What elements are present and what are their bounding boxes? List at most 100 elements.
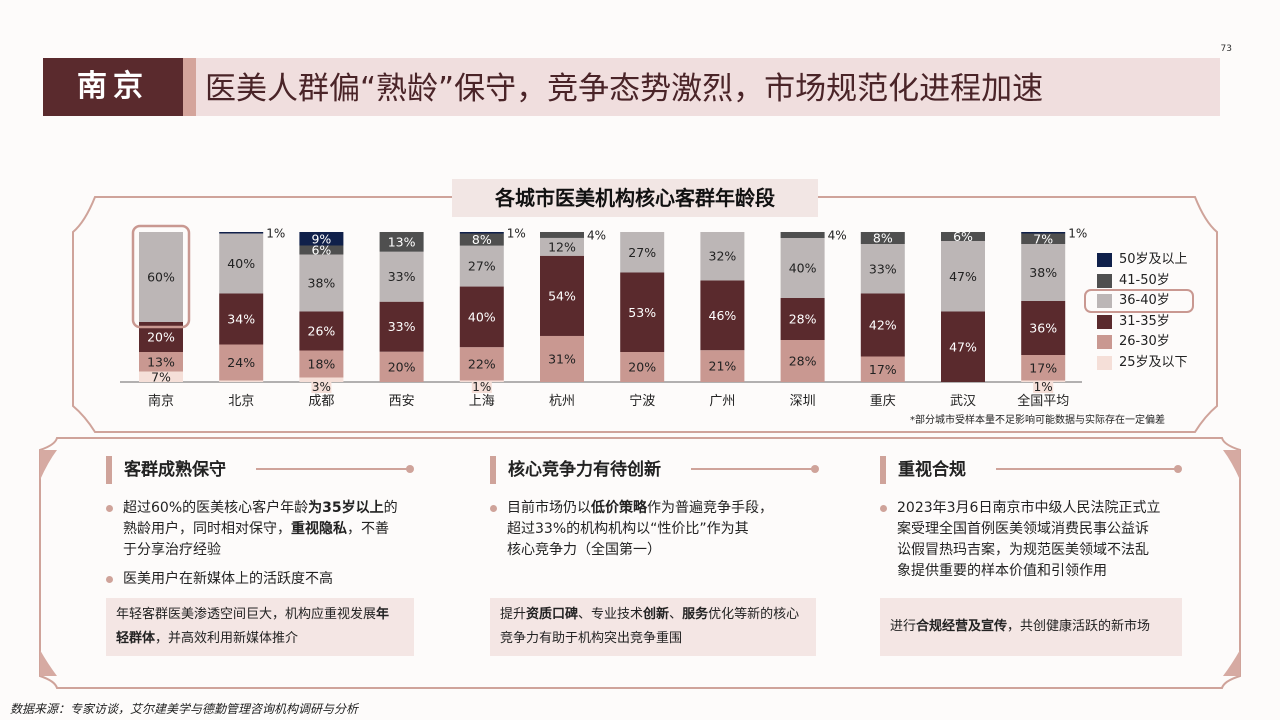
bar-segment <box>299 311 344 351</box>
bar-segment <box>941 311 985 382</box>
data-label: 17% <box>1029 360 1057 375</box>
legend-label: 36-40岁 <box>1119 293 1170 309</box>
bar-segment <box>620 352 665 382</box>
bar-segment <box>379 301 424 352</box>
data-label: 8% <box>472 232 492 247</box>
data-label: 36% <box>1029 321 1057 336</box>
section-divider-dot <box>811 465 819 473</box>
data-label: 27% <box>628 245 656 260</box>
title-separator <box>183 58 196 116</box>
section-divider-line <box>996 468 1176 470</box>
section-title: 核心竞争力有待创新 <box>508 460 661 480</box>
category-label: 西安 <box>389 394 415 409</box>
data-label: 1% <box>1068 226 1087 240</box>
bullet-dot <box>106 505 113 512</box>
category-label: 全国平均 <box>1017 393 1069 409</box>
legend-label: 25岁及以下 <box>1119 355 1188 370</box>
data-label: 33% <box>869 261 897 276</box>
bar-segment <box>139 371 183 382</box>
bar-segment <box>139 352 183 372</box>
page-title: 医美人群偏“熟龄”保守，竞争态势激烈，市场规范化进程加速 <box>205 71 1044 107</box>
legend-label: 41-50岁 <box>1119 272 1170 288</box>
data-label: 60% <box>147 270 175 285</box>
data-label: 1% <box>507 226 526 240</box>
data-label: 6% <box>311 243 331 258</box>
data-label: 53% <box>628 305 656 320</box>
bullet-dot <box>880 505 887 512</box>
bullet-text: 超过60%的医美核心客户年龄为35岁以上的 熟龄用户，同时相对保守，重视隐私，不善… <box>123 500 398 558</box>
data-label: 54% <box>548 288 576 303</box>
data-label: 33% <box>388 319 416 334</box>
highlight-box <box>131 224 191 329</box>
legend-swatch <box>1097 273 1112 288</box>
category-label: 北京 <box>228 394 254 409</box>
bar-segment <box>540 232 584 238</box>
chart-frame <box>72 196 1218 433</box>
section-callout: 年轻客群医美渗透空间巨大，机构应重视发展年 轻群体，并高效利用新媒体推介 <box>106 598 414 656</box>
data-label: 6% <box>953 229 973 244</box>
data-label: 20% <box>628 360 656 375</box>
section-divider-dot <box>1174 465 1182 473</box>
bar-segment <box>540 255 584 336</box>
bar-segment <box>540 335 584 382</box>
bar-segment <box>219 293 264 345</box>
legend-label: 31-35岁 <box>1119 313 1170 329</box>
section-accent-bar <box>106 456 112 484</box>
data-label: 4% <box>587 228 606 242</box>
section-accent-bar <box>880 456 886 484</box>
page-number: 73 <box>1220 44 1232 54</box>
legend-swatch <box>1097 253 1112 267</box>
data-label-bg <box>1033 381 1054 393</box>
bar-segment <box>299 232 344 246</box>
bottom-frame <box>39 437 1241 689</box>
data-label: 18% <box>308 357 336 372</box>
callout-text: 提升资质口碑、专业技术创新、服务优化等新的核心 竞争力有助于机构突出竞争重围 <box>500 607 800 646</box>
bar-segment <box>780 232 825 238</box>
category-label: 深圳 <box>790 394 816 409</box>
bar-segment <box>941 241 985 312</box>
data-label: 42% <box>869 318 897 333</box>
data-label-bg <box>311 381 332 393</box>
category-label: 重庆 <box>870 393 896 409</box>
bar-segment <box>1021 301 1066 355</box>
data-label: 20% <box>147 330 175 345</box>
bar-segment <box>1021 355 1066 381</box>
data-label: 47% <box>949 339 977 354</box>
bar-segment <box>780 238 825 298</box>
bar-segment <box>379 351 424 382</box>
data-label: 34% <box>227 312 255 327</box>
data-label: 7% <box>151 369 171 384</box>
legend-swatch <box>1097 335 1112 350</box>
bar-segment <box>219 233 264 294</box>
bar-segment <box>780 340 825 382</box>
legend-highlight-box <box>1084 289 1194 313</box>
bullet-dot <box>490 505 497 512</box>
bar-segment <box>1021 232 1066 234</box>
bar-segment <box>780 298 825 340</box>
data-label: 32% <box>709 249 737 264</box>
data-label-bg <box>471 381 492 393</box>
bar-segment <box>1021 244 1066 301</box>
bar-segment <box>459 286 504 348</box>
bullet-text: 目前市场仍以低价策略作为普遍竞争手段， 超过33%的机构机构以“性价比”作为其 核心… <box>507 500 773 558</box>
bar-segment <box>139 232 183 322</box>
bar-segment <box>219 380 264 382</box>
bar-segment <box>620 272 665 352</box>
category-label: 南京 <box>148 393 174 409</box>
bar-segment <box>620 232 665 273</box>
data-label: 28% <box>789 354 817 369</box>
data-label: 21% <box>709 359 737 374</box>
bar-segment <box>299 254 344 312</box>
city-tag: 南京 <box>43 58 183 116</box>
data-label: 24% <box>227 355 255 370</box>
chart-title: 各城市医美机构核心客群年龄段 <box>452 179 818 217</box>
section-callout: 进行合规经营及宣传，共创健康活跃的新市场 <box>880 598 1182 656</box>
bullet-text: 2023年3月6日南京市中级人民法院正式立 案受理全国首例医美领域消费民事公益诉讼… <box>897 500 1161 579</box>
section-title: 重视合规 <box>898 460 966 480</box>
bar-segment <box>459 347 504 381</box>
bar-segment <box>860 356 905 382</box>
bar-segment <box>299 245 344 255</box>
category-label: 广州 <box>709 394 735 409</box>
data-label: 20% <box>388 359 416 374</box>
section-divider-line <box>256 468 408 470</box>
